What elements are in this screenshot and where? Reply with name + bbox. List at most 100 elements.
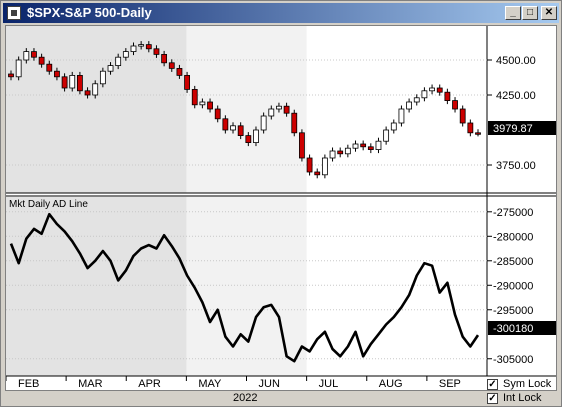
candle — [467, 119, 474, 137]
candle — [199, 98, 206, 109]
year-label: 2022 — [233, 392, 258, 404]
candle — [191, 85, 198, 109]
candle — [360, 140, 367, 151]
candle — [367, 143, 374, 154]
price-last-value-text: 3979.87 — [493, 123, 533, 135]
price-month-band — [366, 26, 428, 193]
candle — [459, 105, 466, 127]
price-month-band — [66, 26, 127, 193]
candle — [237, 122, 244, 140]
candle — [421, 87, 428, 102]
candle — [84, 87, 91, 99]
candle — [31, 48, 37, 61]
price-month-band — [426, 26, 488, 193]
candle — [390, 119, 397, 134]
candle — [46, 60, 53, 75]
ad-month-band — [306, 197, 368, 376]
ad-line-series — [9, 212, 480, 363]
price-tick-label: 4250.00 — [496, 90, 536, 102]
candle — [69, 71, 76, 92]
ad-axis-ticks: -275000 -280000 -285000 -290000 -295000 -3050… — [487, 207, 533, 366]
candle — [429, 84, 435, 95]
ad-last-value-text: -300180 — [493, 323, 533, 335]
ad-tick-label: -275000 — [493, 207, 533, 219]
candle — [314, 168, 321, 179]
close-button[interactable]: ✕ — [541, 6, 557, 20]
candle — [268, 105, 275, 120]
ad-tick-label: -280000 — [493, 231, 533, 243]
ad-tick-label: -305000 — [493, 354, 533, 366]
candle — [260, 112, 267, 134]
candle — [214, 105, 221, 123]
price-gridlines — [6, 59, 487, 166]
price-axis-ticks: 4500.00 4250.00 3750.00 — [487, 55, 536, 172]
candle — [291, 109, 298, 137]
candle — [475, 129, 481, 137]
price-candles — [8, 41, 481, 179]
candle — [161, 50, 168, 67]
price-month-band — [306, 26, 368, 193]
ad-month-band — [366, 197, 428, 376]
month-label: APR — [138, 378, 161, 390]
candle — [207, 98, 213, 113]
ad-background — [6, 197, 488, 376]
ad-gridlines — [6, 211, 487, 360]
ad-last-value: -300180 — [488, 321, 556, 335]
candle — [222, 115, 229, 134]
sym-lock-checkbox[interactable]: ✓ — [487, 378, 498, 390]
candle — [184, 71, 190, 93]
maximize-button[interactable]: □ — [522, 6, 538, 20]
ad-month-band — [426, 197, 488, 376]
price-month-band — [6, 26, 67, 193]
int-lock-checkbox[interactable]: ✓ — [487, 392, 498, 404]
ad-panel-label: Mkt Daily AD Line — [9, 199, 88, 210]
candle — [54, 67, 60, 81]
candle — [337, 147, 344, 158]
candle — [138, 41, 145, 50]
month-label: FEB — [18, 378, 39, 390]
month-label: AUG — [379, 378, 403, 390]
price-last-value: 3979.87 — [488, 121, 556, 135]
candle — [375, 137, 382, 154]
candle — [253, 126, 259, 147]
candle — [115, 53, 122, 70]
int-lock-option[interactable]: ✓ Int Lock — [487, 391, 542, 405]
ad-tick-label: -290000 — [493, 280, 533, 292]
candle — [352, 140, 359, 152]
ad-month-band — [6, 197, 67, 376]
candle — [436, 84, 443, 96]
candle — [99, 67, 106, 88]
month-label: JUN — [259, 378, 280, 390]
ad-month-band — [246, 197, 308, 376]
candle — [406, 98, 412, 113]
candle — [306, 154, 313, 176]
month-label: SEP — [439, 378, 461, 390]
minimize-button[interactable]: _ — [505, 6, 521, 20]
candle — [130, 42, 137, 56]
price-tick-label: 4500.00 — [496, 55, 536, 67]
title-bar[interactable]: $SPX-S&P 500-Daily _ □ ✕ — [3, 3, 559, 23]
candle — [8, 70, 14, 81]
candle — [452, 97, 458, 113]
month-labels: FEB MAR APR MAY JUN JUL AUG SEP — [5, 376, 461, 390]
price-month-band — [246, 26, 308, 193]
candle — [230, 122, 236, 134]
candle — [444, 88, 451, 105]
candle — [61, 73, 68, 92]
candle — [344, 144, 351, 158]
app-icon[interactable] — [7, 6, 21, 20]
price-background — [6, 26, 488, 193]
ad-month-band — [66, 197, 127, 376]
chart-panel: 4500.00 4250.00 3750.00 -275000 -280000 -285… — [5, 25, 557, 391]
candle — [153, 45, 160, 58]
sym-lock-option[interactable]: ✓ Sym Lock — [487, 377, 551, 391]
candle — [245, 132, 252, 147]
month-label: MAY — [198, 378, 222, 390]
ad-month-band — [186, 197, 247, 376]
chart-canvas[interactable]: 4500.00 4250.00 3750.00 -275000 -280000 -285… — [5, 26, 556, 390]
ad-tick-label: -295000 — [493, 305, 533, 317]
candle — [23, 48, 30, 64]
month-label: JUL — [319, 378, 339, 390]
candle — [107, 62, 114, 75]
